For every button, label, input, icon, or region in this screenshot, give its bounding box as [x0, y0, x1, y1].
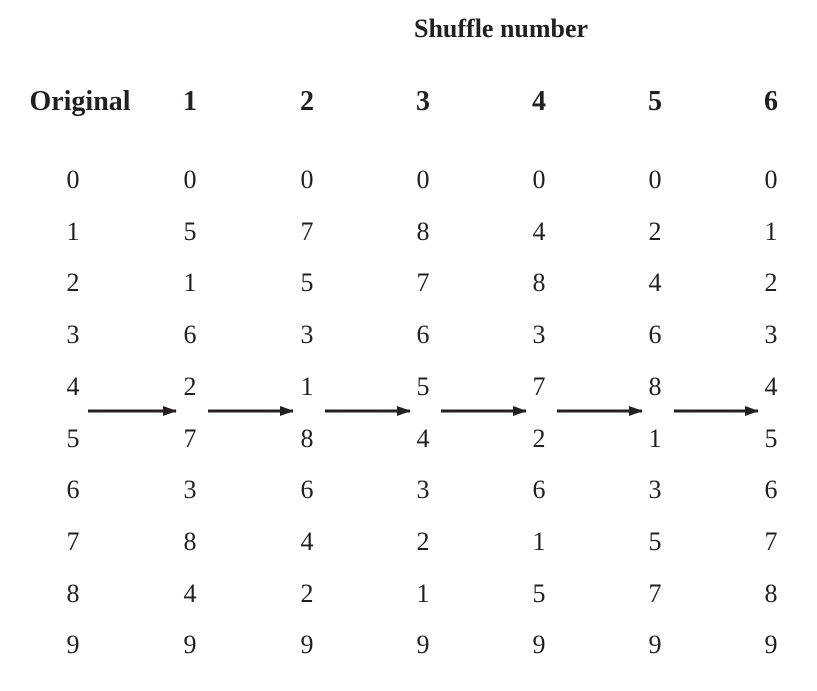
grid-cell: 7 [183, 423, 197, 453]
grid-cell: 3 [66, 320, 80, 350]
grid-cell: 5 [764, 423, 778, 453]
grid-cell: 0 [300, 165, 314, 194]
column-header-4: 4 [532, 86, 546, 117]
grid-cell: 7 [648, 578, 662, 608]
grid-cell: 7 [532, 371, 546, 401]
grid-cell: 7 [300, 216, 314, 246]
grid-cell: 7 [66, 526, 80, 556]
grid-cell: 0 [532, 165, 546, 194]
grid-cell: 5 [416, 371, 430, 401]
grid-cell: 1 [532, 526, 546, 556]
column-header-1: 1 [183, 86, 197, 117]
grid-cell: 4 [648, 268, 662, 298]
column-header-original: Original [29, 86, 131, 117]
grid-cell: 4 [416, 423, 430, 453]
grid-cell: 6 [532, 475, 546, 505]
grid-cell: 9 [648, 630, 662, 660]
grid-cell: 8 [300, 423, 314, 453]
grid-cell: 3 [532, 320, 546, 350]
grid-cell: 9 [532, 630, 546, 660]
grid-cell: 3 [300, 320, 314, 350]
grid-cell: 2 [532, 423, 546, 453]
grid-cell: 2 [764, 268, 778, 298]
grid-cell: 5 [183, 216, 197, 246]
grid-cell: 1 [764, 216, 778, 246]
grid-cell: 9 [764, 630, 778, 660]
grid-cell: 2 [648, 216, 662, 246]
grid-cell: 3 [183, 475, 197, 505]
grid-cell: 5 [532, 578, 546, 608]
grid-cell: 0 [183, 165, 197, 194]
grid-cell: 4 [764, 371, 778, 401]
grid-cell: 7 [764, 526, 778, 556]
grid-cell: 8 [66, 578, 80, 608]
grid-cell: 3 [764, 320, 778, 350]
grid-cell: 0 [416, 165, 430, 194]
column-header-2: 2 [300, 86, 314, 117]
grid-cell: 1 [66, 216, 80, 246]
grid-cell: 2 [183, 371, 197, 401]
grid-cell: 2 [416, 526, 430, 556]
grid-cell: 6 [300, 475, 314, 505]
grid-cell: 8 [183, 526, 197, 556]
grid-cell: 0 [66, 165, 80, 194]
grid-cell: 2 [300, 578, 314, 608]
grid-cell: 1 [300, 371, 314, 401]
grid-cell: 6 [648, 320, 662, 350]
column-header-5: 5 [648, 86, 662, 117]
grid-cell: 6 [66, 475, 80, 505]
grid-cell: 9 [183, 630, 197, 660]
grid-cell: 1 [648, 423, 662, 453]
grid-cell: 4 [532, 216, 546, 246]
grid-cell: 5 [66, 423, 80, 453]
grid-cell: 0 [648, 165, 662, 194]
column-header-6: 6 [764, 86, 778, 117]
grid-cell: 6 [764, 475, 778, 505]
grid-cell: 6 [416, 320, 430, 350]
grid-cell: 2 [66, 268, 80, 298]
grid-cell: 4 [183, 578, 197, 608]
grid-cell: 0 [764, 165, 778, 194]
grid-cell: 9 [416, 630, 430, 660]
grid-cell: 4 [66, 371, 80, 401]
grid-cell: 1 [183, 268, 197, 298]
figure-title: Shuffle number [414, 14, 589, 43]
grid-cell: 3 [416, 475, 430, 505]
grid-cell: 1 [416, 578, 430, 608]
grid-cell: 9 [66, 630, 80, 660]
column-header-3: 3 [416, 86, 430, 117]
grid-cell: 8 [416, 216, 430, 246]
grid-cell: 7 [416, 268, 430, 298]
grid-cell: 6 [183, 320, 197, 350]
grid-cell: 9 [300, 630, 314, 660]
grid-cell: 3 [648, 475, 662, 505]
grid-cell: 8 [532, 268, 546, 298]
grid-cell: 5 [300, 268, 314, 298]
grid-cell: 5 [648, 526, 662, 556]
grid-cell: 4 [300, 526, 314, 556]
grid-cell: 8 [764, 578, 778, 608]
grid-cell: 8 [648, 371, 662, 401]
